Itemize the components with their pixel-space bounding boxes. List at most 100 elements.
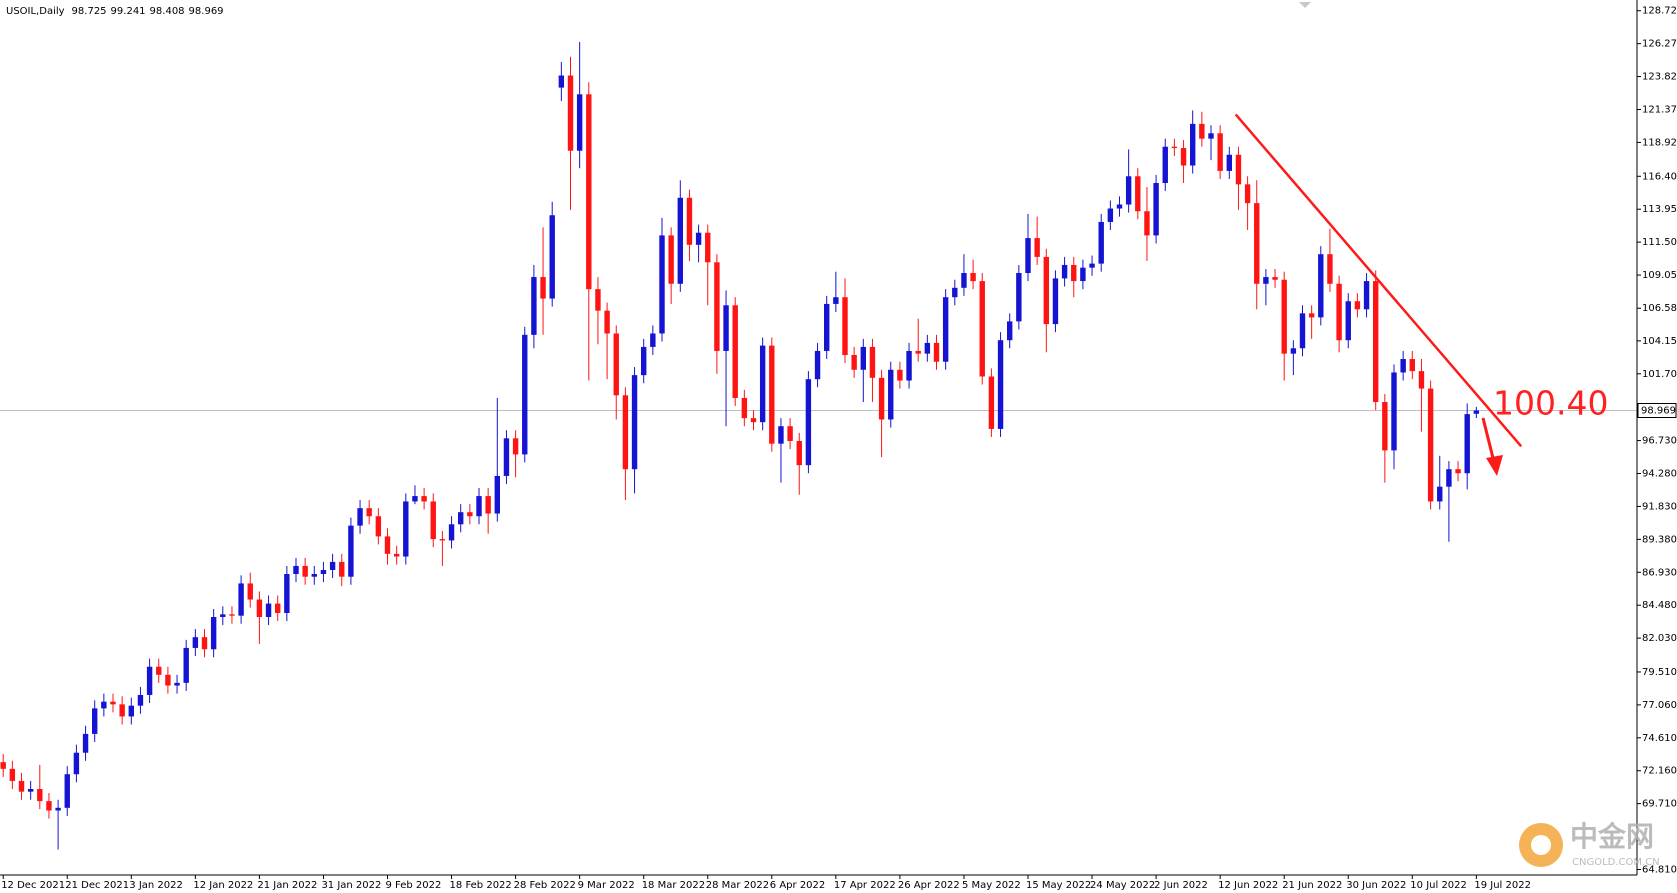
y-tick-label: 91.830 xyxy=(1642,501,1677,512)
candle-body xyxy=(1327,254,1333,284)
x-tick-label: 28 Mar 2022 xyxy=(706,880,769,891)
candle-body xyxy=(430,501,436,540)
candle-body xyxy=(1034,238,1040,257)
candle-body xyxy=(302,565,308,577)
symbol: USOIL,Daily xyxy=(6,6,65,17)
candle-body xyxy=(750,418,757,423)
candle-body xyxy=(1354,301,1361,310)
candle-body xyxy=(1190,123,1196,166)
candle-body xyxy=(439,539,446,541)
candle-body xyxy=(1318,254,1324,318)
x-tick-label: 3 Jan 2022 xyxy=(129,880,183,891)
x-tick-label: 26 Apr 2022 xyxy=(898,880,960,891)
arrow-shaft xyxy=(1481,417,1496,463)
candle-body xyxy=(988,376,995,429)
candle-body xyxy=(229,614,235,616)
candle-body xyxy=(549,215,555,299)
candle-body xyxy=(55,807,61,811)
candle-body xyxy=(723,305,729,351)
y-tick-label: 86.930 xyxy=(1642,567,1677,578)
candle-body xyxy=(146,666,153,695)
x-tick-label: 2 Jun 2022 xyxy=(1154,880,1208,891)
x-tick-label: 30 Jun 2022 xyxy=(1346,880,1406,891)
candle-body xyxy=(1144,211,1150,236)
candle-body xyxy=(320,569,327,575)
candle-body xyxy=(915,350,921,354)
x-tick-label: 21 Dec 2021 xyxy=(65,880,129,891)
candle-body xyxy=(311,574,317,577)
shift-marker xyxy=(1299,2,1311,8)
candle-body xyxy=(476,496,482,517)
price-label-box xyxy=(1637,402,1677,418)
candle-body xyxy=(769,345,775,444)
candle-body xyxy=(1409,359,1415,372)
candle-body xyxy=(339,561,345,577)
candle-body xyxy=(906,350,912,381)
candle-body xyxy=(64,774,70,808)
candle-body xyxy=(1235,154,1242,185)
candle-body xyxy=(897,369,903,381)
candle-body xyxy=(997,340,1004,429)
candle-body xyxy=(668,235,674,284)
y-tick-label: 89.380 xyxy=(1642,534,1677,545)
y-tick-label: 72.160 xyxy=(1642,766,1677,777)
candle-body xyxy=(1153,182,1159,236)
candle-body xyxy=(796,440,802,466)
candle-body xyxy=(110,701,116,705)
candle-body xyxy=(1089,263,1095,268)
candle-body xyxy=(165,674,171,686)
watermark-name: 中金网 xyxy=(1570,820,1654,853)
x-tick-label: 9 Feb 2022 xyxy=(386,880,442,891)
candle-body xyxy=(284,574,290,613)
annotation: 100.40 xyxy=(1493,384,1608,423)
candle-body xyxy=(842,297,848,355)
candle-body xyxy=(201,637,208,650)
candle-body xyxy=(979,281,985,377)
candle-body xyxy=(1199,123,1205,139)
candle-body xyxy=(1125,176,1132,205)
candle-body xyxy=(1363,281,1370,310)
y-tick-label: 82.030 xyxy=(1642,633,1677,644)
ohlc-close: 98.969 xyxy=(189,6,224,17)
candle-body xyxy=(1043,256,1049,325)
y-tick-label: 74.610 xyxy=(1642,733,1677,744)
candle-body xyxy=(522,334,528,455)
candle-body xyxy=(1427,388,1434,502)
candle-body xyxy=(851,354,857,370)
candle-body xyxy=(82,733,89,753)
candle-body xyxy=(1244,184,1251,204)
y-tick-label: 106.580 xyxy=(1642,303,1677,314)
candle-body xyxy=(677,197,683,284)
candle-body xyxy=(1418,371,1425,389)
candle-body xyxy=(714,262,720,351)
x-tick-label: 10 Jul 2022 xyxy=(1410,880,1467,891)
candle-body xyxy=(375,516,382,537)
candle-body xyxy=(174,682,180,686)
candle-body xyxy=(448,524,455,541)
candle-body xyxy=(27,789,34,792)
y-tick-label: 79.510 xyxy=(1642,667,1677,678)
y-tick-label: 128.720 xyxy=(1642,6,1677,17)
x-tick-label: 18 Feb 2022 xyxy=(450,880,512,891)
candle-body xyxy=(576,94,583,151)
watermark: 中金网 CNGOLD.COM.CN xyxy=(1519,820,1660,868)
candle-body xyxy=(458,512,464,525)
candle-body xyxy=(1345,301,1351,341)
candle-body xyxy=(1281,279,1287,354)
y-tick-label: 101.700 xyxy=(1642,369,1677,380)
y-tick-label: 123.820 xyxy=(1642,72,1677,83)
candle-body xyxy=(1071,264,1077,282)
candle-body xyxy=(1391,372,1397,451)
x-tick-label: 15 May 2022 xyxy=(1026,880,1091,891)
candle-body xyxy=(1290,348,1297,354)
y-tick-label: 104.150 xyxy=(1642,336,1677,347)
arrow-head xyxy=(1486,455,1503,476)
candle-body xyxy=(705,232,711,263)
candle-body xyxy=(933,342,940,362)
candle-body xyxy=(329,561,336,570)
candle-body xyxy=(1061,264,1068,279)
candle-body xyxy=(494,475,500,514)
candle-body xyxy=(46,801,52,811)
